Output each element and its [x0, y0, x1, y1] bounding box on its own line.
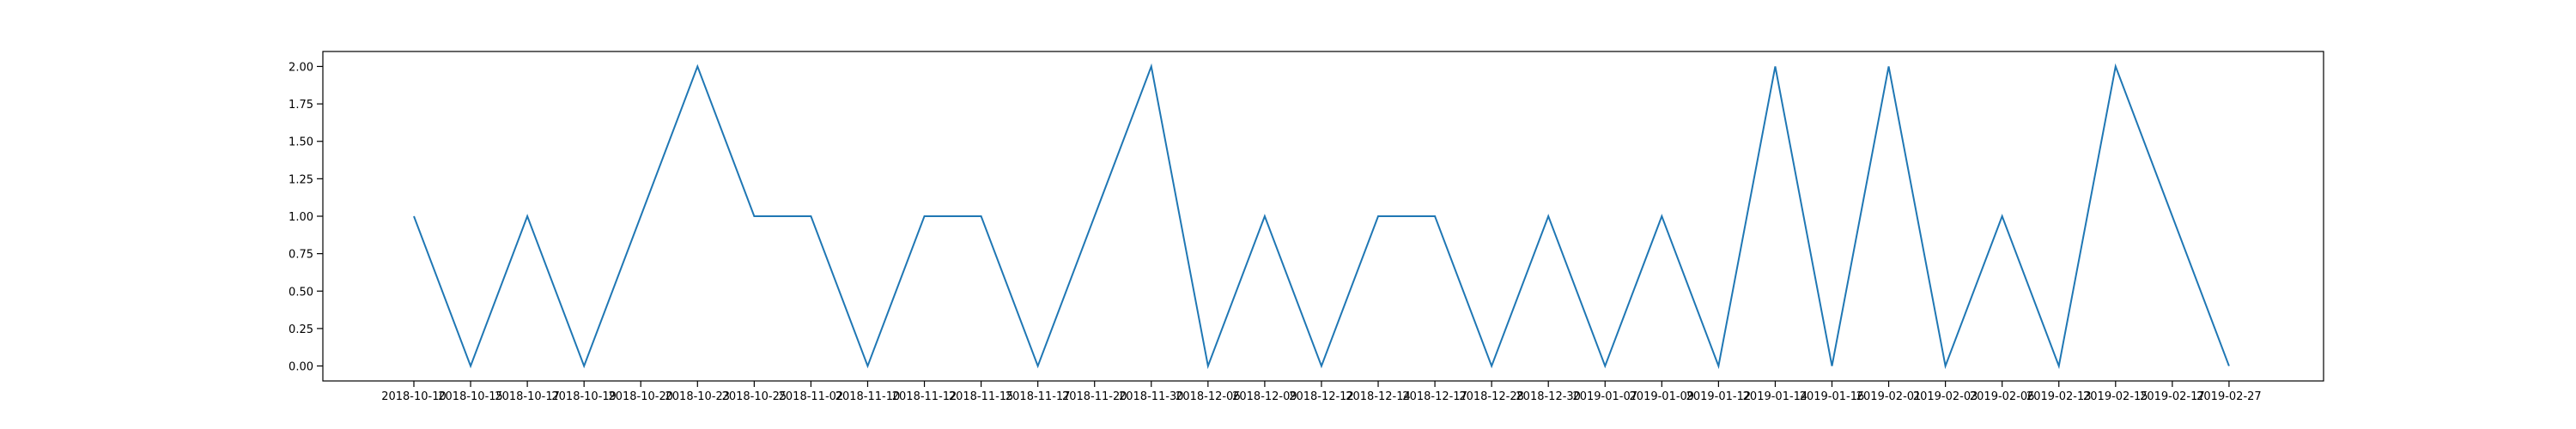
x-tick-label: 2018-11-12	[892, 390, 957, 403]
x-tick-label: 2018-12-14	[1346, 390, 1411, 403]
x-tick-label: 2018-11-17	[1005, 390, 1071, 403]
x-tick-label: 2019-01-12	[1686, 390, 1752, 403]
x-tick-label: 2018-11-15	[949, 390, 1014, 403]
y-tick-label: 1.75	[289, 99, 313, 112]
y-tick-label: 1.50	[289, 136, 313, 149]
x-tick-label: 2018-12-06	[1176, 390, 1241, 403]
series-line	[413, 63, 2230, 370]
x-tick-label: 2019-01-14	[1743, 390, 1808, 403]
x-tick-label: 2018-11-02	[779, 390, 844, 403]
x-tick-label: 2018-12-09	[1232, 390, 1297, 403]
y-tick-label: 1.25	[289, 173, 313, 186]
x-tick-label: 2019-02-01	[1856, 390, 1922, 403]
x-tick-label: 2018-11-20	[1062, 390, 1127, 403]
x-tick-label: 2018-10-17	[495, 390, 560, 403]
x-tick-label: 2018-10-15	[438, 390, 503, 403]
x-tick-label: 2019-02-06	[1970, 390, 2035, 403]
x-tick-label: 2018-10-25	[722, 390, 787, 403]
x-tick-label: 2018-12-17	[1402, 390, 1467, 403]
x-tick-label: 2019-01-07	[1572, 390, 1637, 403]
plot-layer: 0.00 0.25 0.50 0.75 1.00 1.25 1.50 1.75 2.00 2018…	[289, 51, 2324, 403]
x-tick-label: 2018-12-28	[1459, 390, 1524, 403]
x-tick-label: 2018-10-20	[608, 390, 673, 403]
x-tick-label: 2019-01-16	[1800, 390, 1865, 403]
x-tick-label: 2018-11-10	[835, 390, 901, 403]
y-tick-label: 0.25	[289, 323, 313, 336]
x-tick-label: 2019-02-27	[2196, 390, 2262, 403]
x-tick-label: 2018-10-23	[665, 390, 731, 403]
y-tick-label: 1.00	[289, 211, 313, 224]
x-tick-label: 2019-02-13	[2026, 390, 2092, 403]
x-tick-label: 2018-10-10	[381, 390, 447, 403]
x-tick-label: 2019-02-17	[2140, 390, 2205, 403]
x-tick-label: 2018-12-30	[1516, 390, 1581, 403]
x-tick-label: 2019-01-09	[1630, 390, 1695, 403]
y-tick-label: 2.00	[289, 61, 313, 74]
y-tick-label: 0.50	[289, 286, 313, 299]
x-tick-label: 2019-02-03	[1913, 390, 1978, 403]
y-tick-label: 0.00	[289, 361, 313, 374]
x-tick-label: 2018-10-19	[551, 390, 617, 403]
x-tick-label: 2019-02-15	[2083, 390, 2148, 403]
y-tick-label: 0.75	[289, 249, 313, 262]
x-tick-label: 2018-12-12	[1289, 390, 1354, 403]
x-tick-label: 2018-11-30	[1119, 390, 1184, 403]
plot-frame	[322, 51, 2324, 382]
